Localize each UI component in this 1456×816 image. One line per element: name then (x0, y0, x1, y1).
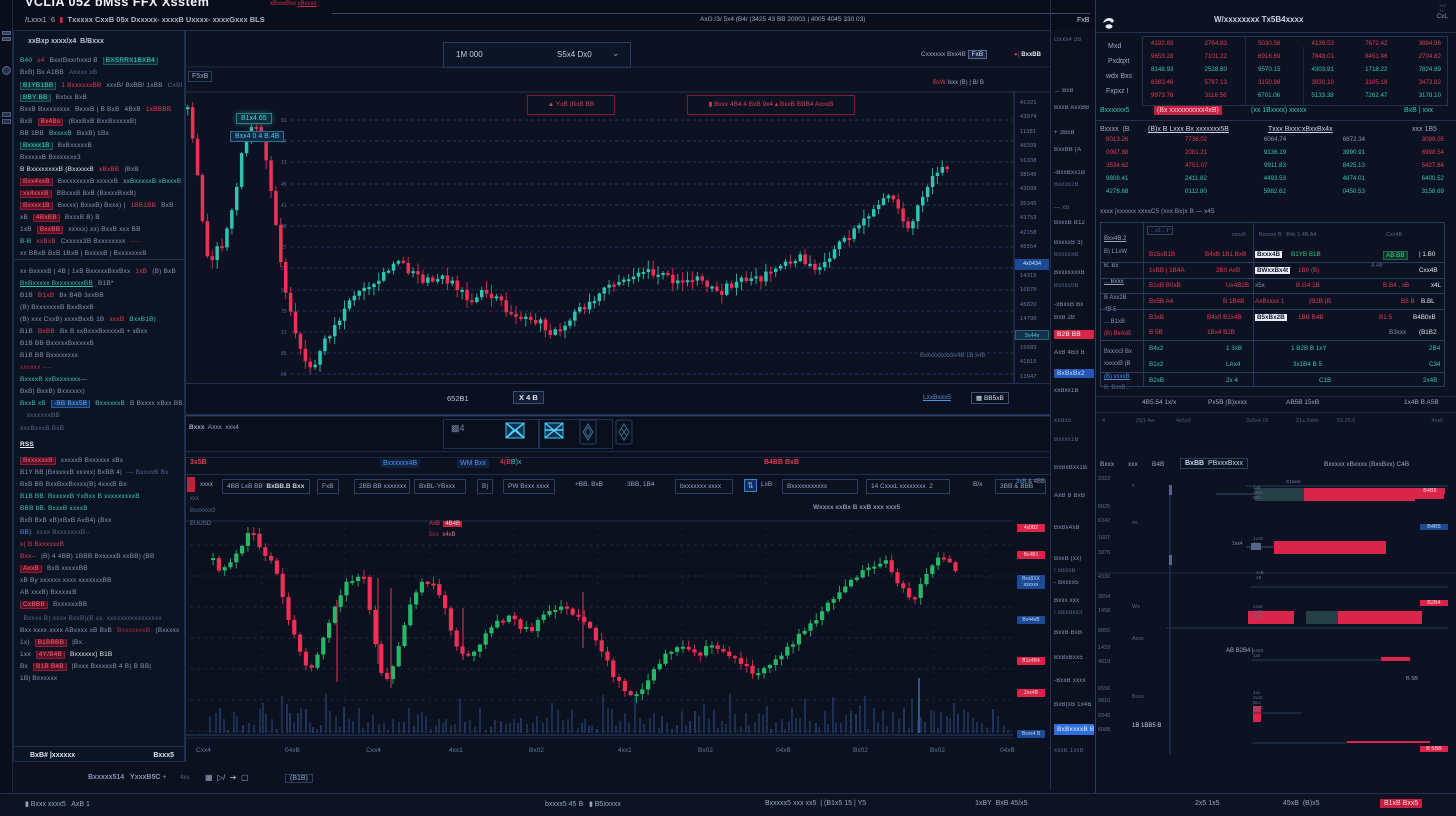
svg-text:38: 38 (281, 224, 287, 230)
svg-text:24: 24 (281, 139, 287, 145)
svg-text:4xx1: 4xx1 (449, 747, 463, 754)
svg-text:Bx02: Bx02 (529, 747, 544, 754)
svg-text:Bx02: Bx02 (698, 747, 713, 754)
svg-text:45: 45 (281, 182, 287, 188)
svg-text:4xx1: 4xx1 (618, 747, 632, 754)
svg-text:Cxx4: Cxx4 (196, 747, 211, 754)
svg-text:85: 85 (281, 351, 287, 357)
svg-text:91: 91 (281, 118, 287, 124)
svg-text:04xB: 04xB (1000, 747, 1015, 754)
svg-text:96: 96 (281, 288, 287, 294)
svg-text:04xB: 04xB (285, 747, 300, 754)
svg-text:23: 23 (281, 266, 287, 272)
svg-text:21: 21 (281, 330, 287, 336)
svg-text:79: 79 (281, 309, 287, 315)
svg-text:41: 41 (281, 203, 287, 209)
svg-text:04xB: 04xB (776, 747, 791, 754)
svg-text:64: 64 (281, 372, 287, 378)
svg-text:13: 13 (281, 160, 287, 166)
svg-text:Cxx4: Cxx4 (366, 747, 381, 754)
svg-text:Bx02: Bx02 (853, 747, 868, 754)
svg-text:Bx02: Bx02 (930, 747, 945, 754)
svg-text:27: 27 (281, 245, 287, 251)
